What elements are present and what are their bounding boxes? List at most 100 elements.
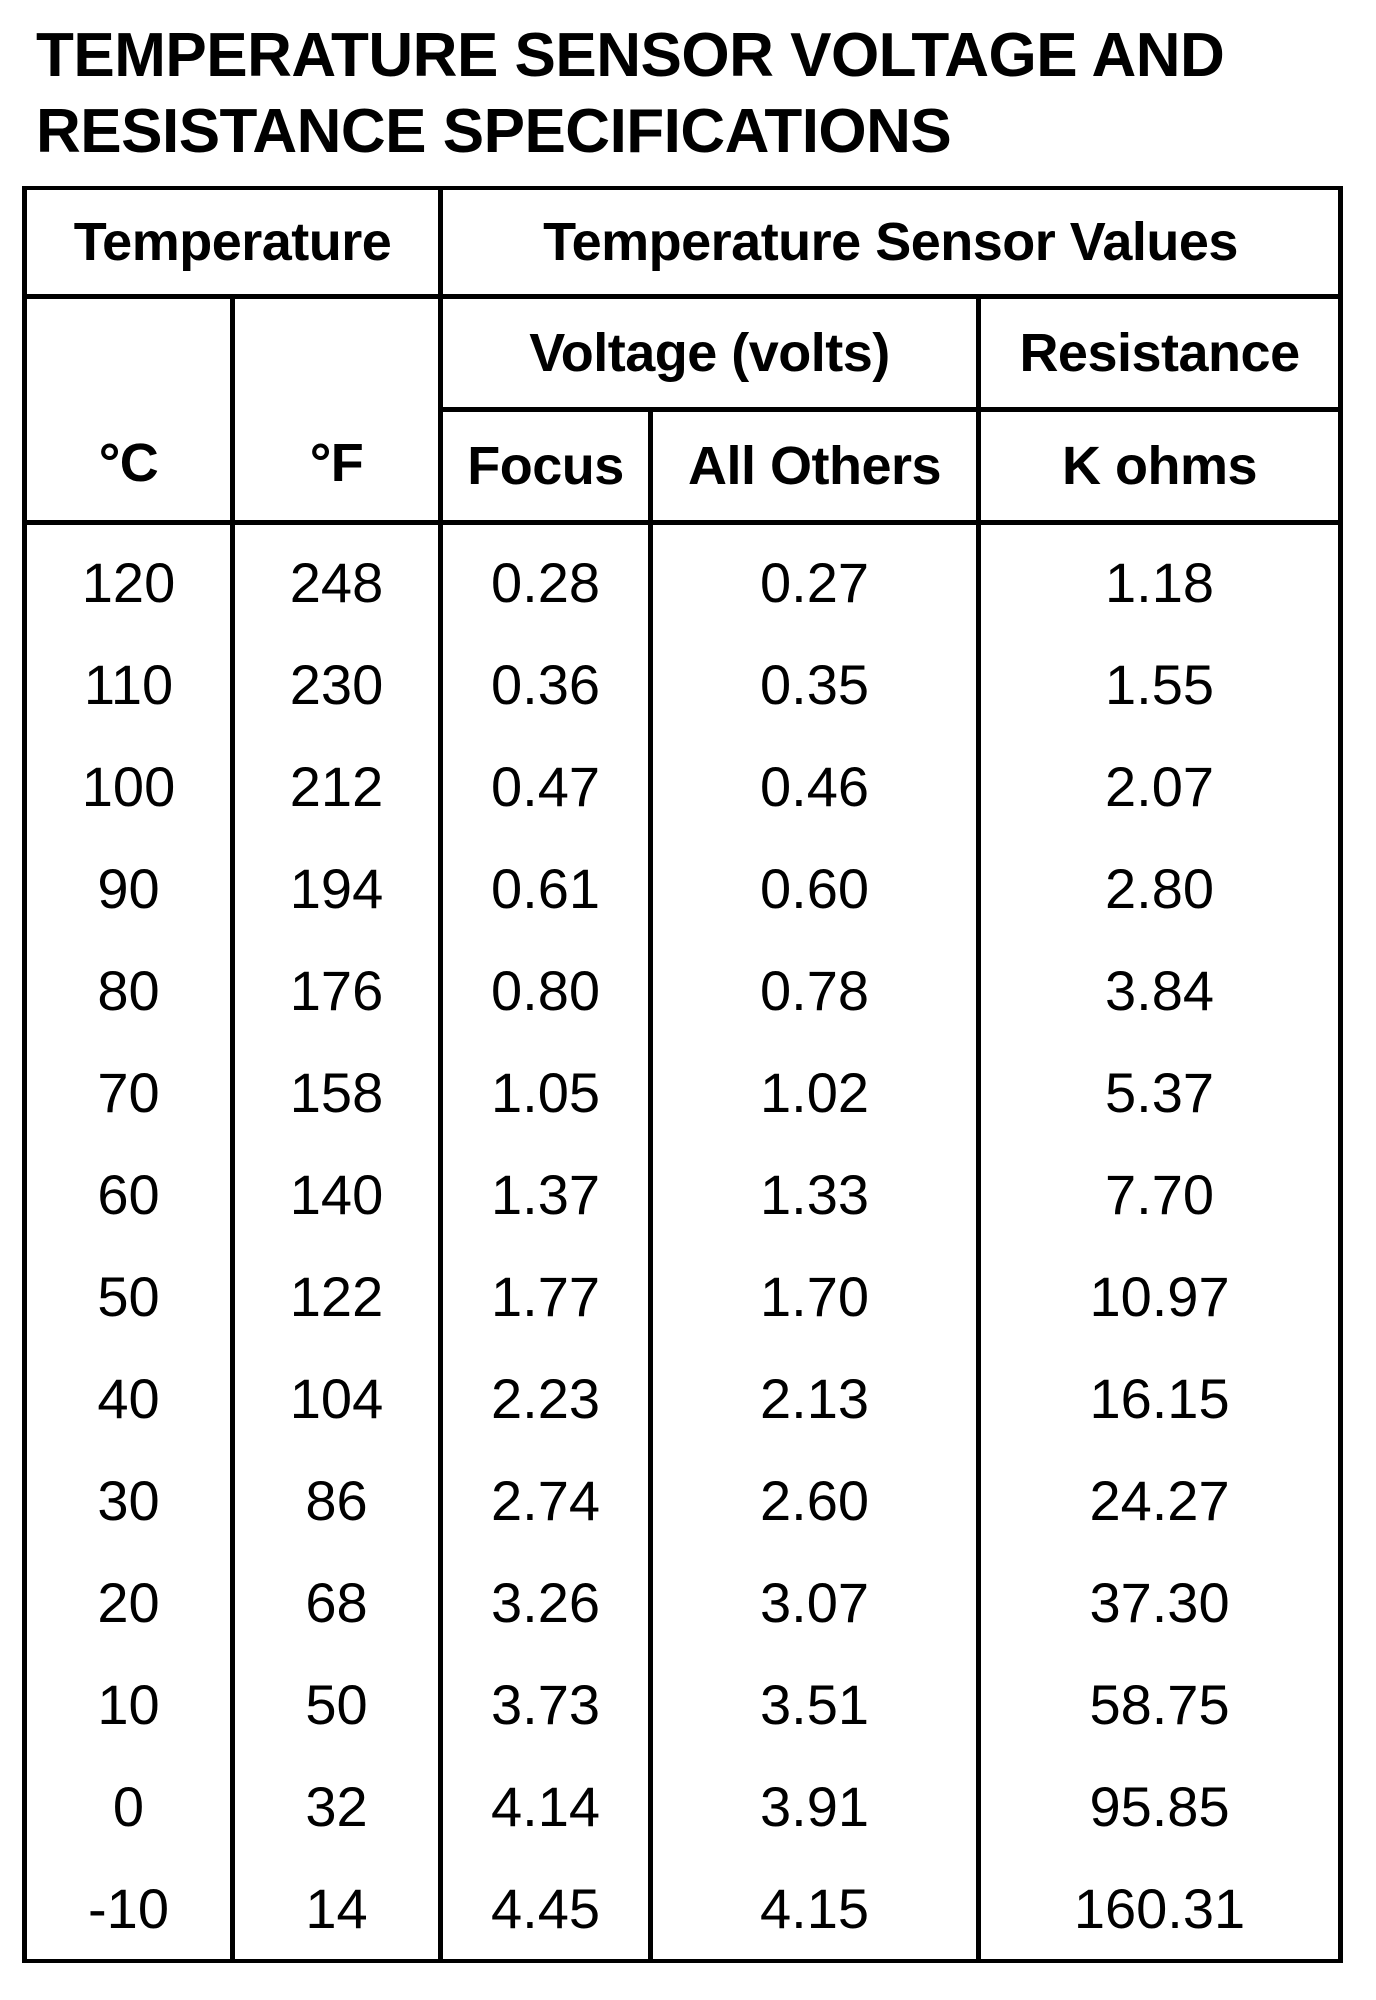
header-fahrenheit: °F: [229, 294, 444, 523]
cell-fahrenheit: 68: [229, 1551, 444, 1653]
cell-celsius: 10: [22, 1653, 235, 1755]
cell-voltage-focus: 1.05: [438, 1041, 654, 1143]
sensor-spec-table: Temperature Temperature Sensor Values °C…: [21, 186, 1344, 1963]
cell-voltage-all-others: 4.15: [648, 1857, 982, 1961]
table-row: 30 86 2.74 2.60 24.27: [22, 1449, 1344, 1551]
cell-fahrenheit: 194: [229, 837, 444, 939]
table-row: 100 212 0.47 0.46 2.07: [22, 735, 1344, 837]
cell-celsius: 120: [22, 520, 235, 633]
cell-fahrenheit: 50: [229, 1653, 444, 1755]
cell-celsius: 100: [22, 735, 235, 837]
cell-voltage-all-others: 0.27: [648, 520, 982, 633]
table-row: 90 194 0.61 0.60 2.80: [22, 837, 1344, 939]
header-voltage: Voltage (volts): [438, 294, 982, 410]
cell-voltage-all-others: 1.33: [648, 1143, 982, 1245]
cell-voltage-all-others: 1.02: [648, 1041, 982, 1143]
cell-voltage-all-others: 0.35: [648, 633, 982, 735]
cell-celsius: 110: [22, 633, 235, 735]
cell-celsius: 0: [22, 1755, 235, 1857]
cell-fahrenheit: 158: [229, 1041, 444, 1143]
cell-resistance-k-ohms: 37.30: [976, 1551, 1344, 1653]
cell-voltage-all-others: 3.91: [648, 1755, 982, 1857]
table-row: 80 176 0.80 0.78 3.84: [22, 939, 1344, 1041]
cell-celsius: 90: [22, 837, 235, 939]
title-line-2: RESISTANCE SPECIFICATIONS: [36, 97, 952, 166]
cell-celsius: 40: [22, 1347, 235, 1449]
cell-fahrenheit: 140: [229, 1143, 444, 1245]
cell-voltage-focus: 4.45: [438, 1857, 654, 1961]
header-resistance: Resistance: [976, 294, 1344, 410]
table-row: 70 158 1.05 1.02 5.37: [22, 1041, 1344, 1143]
cell-celsius: 30: [22, 1449, 235, 1551]
table-row: 50 122 1.77 1.70 10.97: [22, 1245, 1344, 1347]
title-line-1: TEMPERATURE SENSOR VOLTAGE AND: [36, 21, 1225, 90]
cell-voltage-all-others: 1.70: [648, 1245, 982, 1347]
cell-fahrenheit: 32: [229, 1755, 444, 1857]
cell-resistance-k-ohms: 24.27: [976, 1449, 1344, 1551]
cell-voltage-focus: 1.77: [438, 1245, 654, 1347]
header-focus: Focus: [438, 407, 654, 523]
cell-fahrenheit: 248: [229, 520, 444, 633]
cell-fahrenheit: 230: [229, 633, 444, 735]
cell-celsius: 80: [22, 939, 235, 1041]
cell-fahrenheit: 212: [229, 735, 444, 837]
table-row: -10 14 4.45 4.15 160.31: [22, 1857, 1344, 1961]
header-row-group: Temperature Temperature Sensor Values: [21, 186, 1344, 297]
cell-voltage-focus: 0.28: [438, 520, 654, 633]
header-all-others: All Others: [648, 407, 982, 523]
table-header: Temperature Temperature Sensor Values °C…: [21, 186, 1344, 523]
cell-voltage-all-others: 0.60: [648, 837, 982, 939]
cell-resistance-k-ohms: 1.18: [976, 520, 1344, 633]
cell-resistance-k-ohms: 2.07: [976, 735, 1344, 837]
table-row: 20 68 3.26 3.07 37.30: [22, 1551, 1344, 1653]
cell-resistance-k-ohms: 2.80: [976, 837, 1344, 939]
cell-resistance-k-ohms: 16.15: [976, 1347, 1344, 1449]
cell-fahrenheit: 176: [229, 939, 444, 1041]
table-row: 60 140 1.37 1.33 7.70: [22, 1143, 1344, 1245]
cell-celsius: 60: [22, 1143, 235, 1245]
cell-voltage-focus: 0.61: [438, 837, 654, 939]
cell-celsius: -10: [22, 1857, 235, 1961]
header-row-columns: Focus All Others K ohms: [25, 407, 1344, 523]
cell-voltage-focus: 1.37: [438, 1143, 654, 1245]
header-k-ohms: K ohms: [976, 407, 1344, 523]
cell-voltage-focus: 0.36: [438, 633, 654, 735]
cell-celsius: 50: [22, 1245, 235, 1347]
cell-resistance-k-ohms: 10.97: [976, 1245, 1344, 1347]
cell-voltage-focus: 3.73: [438, 1653, 654, 1755]
header-sensor-values: Temperature Sensor Values: [438, 186, 1344, 297]
cell-fahrenheit: 122: [229, 1245, 444, 1347]
table-row: 10 50 3.73 3.51 58.75: [22, 1653, 1344, 1755]
table-row: 110 230 0.36 0.35 1.55: [22, 633, 1344, 735]
cell-voltage-focus: 2.23: [438, 1347, 654, 1449]
table-row: 40 104 2.23 2.13 16.15: [22, 1347, 1344, 1449]
cell-resistance-k-ohms: 5.37: [976, 1041, 1344, 1143]
table-row: 0 32 4.14 3.91 95.85: [22, 1755, 1344, 1857]
table-body: 120 248 0.28 0.27 1.18 110 230 0.36 0.35 1.55 100 2…: [22, 520, 1344, 1961]
cell-resistance-k-ohms: 3.84: [976, 939, 1344, 1041]
cell-fahrenheit: 104: [229, 1347, 444, 1449]
cell-resistance-k-ohms: 1.55: [976, 633, 1344, 735]
cell-celsius: 70: [22, 1041, 235, 1143]
header-row-sub: °C °F Voltage (volts) Resistance: [22, 294, 1344, 523]
cell-voltage-focus: 3.26: [438, 1551, 654, 1653]
cell-voltage-focus: 0.80: [438, 939, 654, 1041]
cell-resistance-k-ohms: 160.31: [976, 1857, 1344, 1961]
cell-fahrenheit: 14: [229, 1857, 444, 1961]
header-celsius: °C: [22, 294, 235, 523]
cell-voltage-all-others: 0.78: [648, 939, 982, 1041]
cell-celsius: 20: [22, 1551, 235, 1653]
header-temperature: Temperature: [21, 186, 444, 297]
cell-fahrenheit: 86: [229, 1449, 444, 1551]
cell-resistance-k-ohms: 95.85: [976, 1755, 1344, 1857]
cell-resistance-k-ohms: 58.75: [976, 1653, 1344, 1755]
table-row: 120 248 0.28 0.27 1.18: [22, 520, 1344, 633]
cell-voltage-focus: 4.14: [438, 1755, 654, 1857]
cell-voltage-all-others: 3.07: [648, 1551, 982, 1653]
cell-voltage-all-others: 2.60: [648, 1449, 982, 1551]
cell-voltage-focus: 2.74: [438, 1449, 654, 1551]
cell-voltage-all-others: 2.13: [648, 1347, 982, 1449]
cell-resistance-k-ohms: 7.70: [976, 1143, 1344, 1245]
document-title: TEMPERATURE SENSOR VOLTAGE AND RESISTANC…: [36, 18, 1336, 170]
cell-voltage-all-others: 3.51: [648, 1653, 982, 1755]
